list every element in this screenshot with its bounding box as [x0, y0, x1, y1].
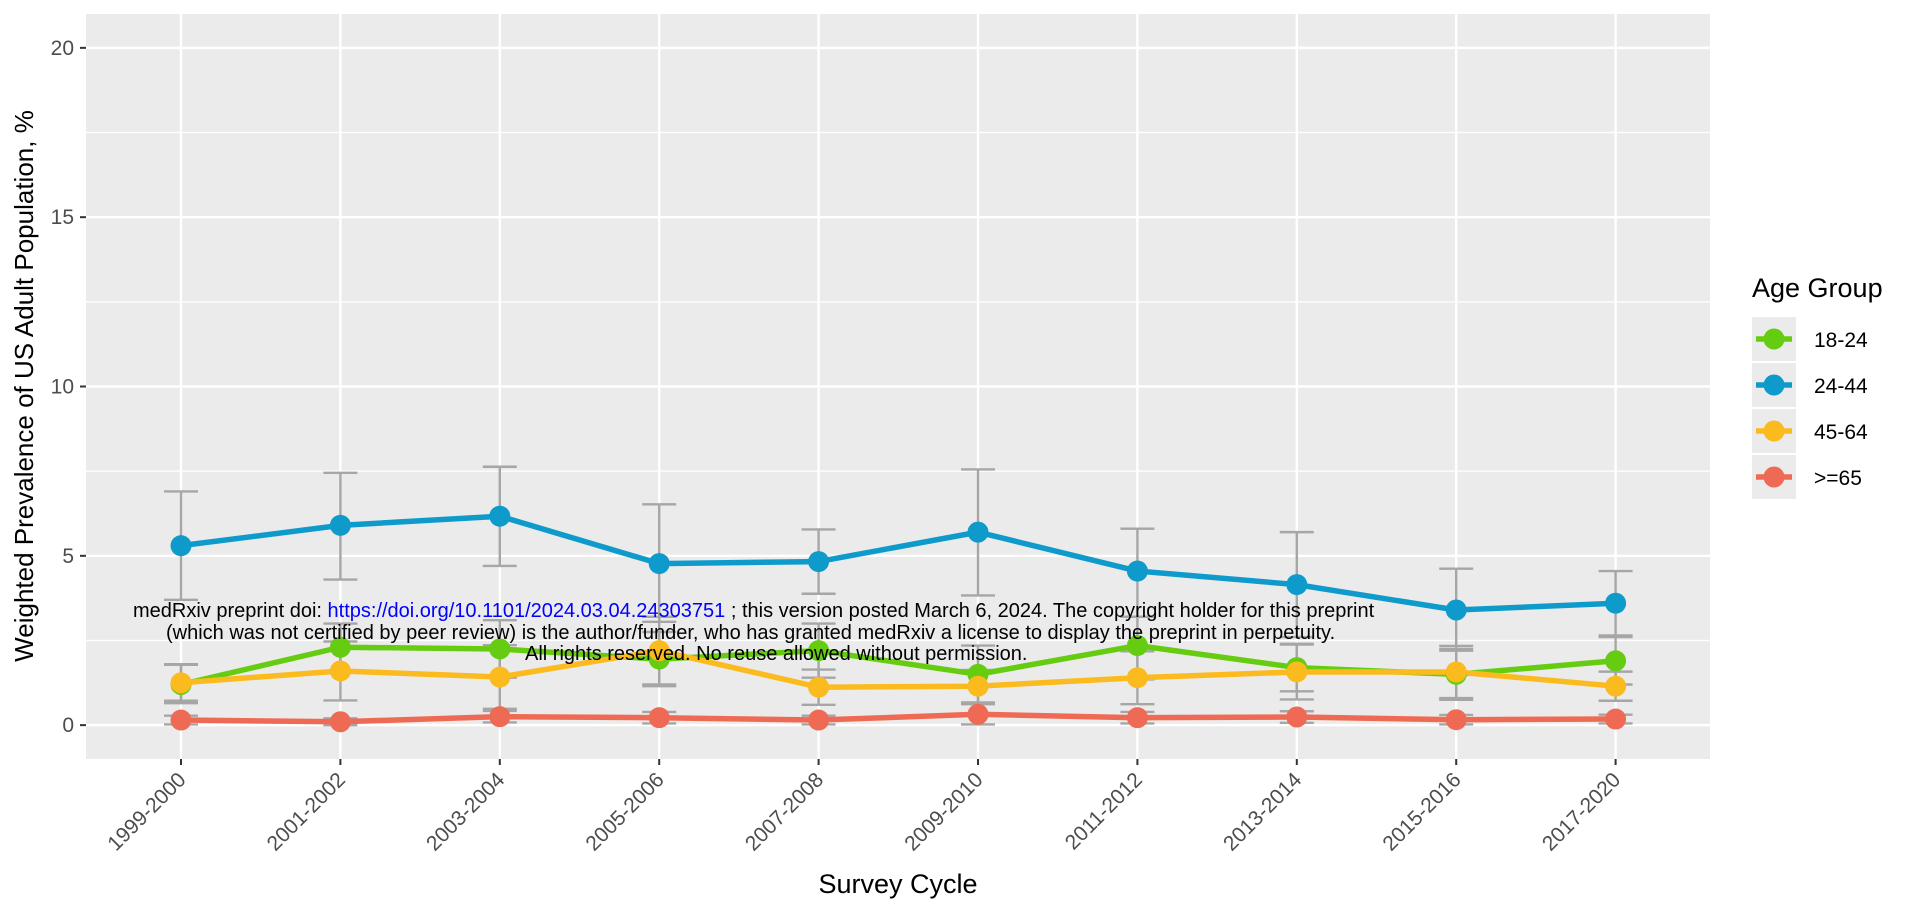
legend-label-65: >=65 — [1814, 467, 1862, 490]
data-point-24-44-5 — [967, 521, 989, 543]
data-point-45-64-2 — [489, 666, 511, 688]
data-point-65-4 — [808, 709, 830, 731]
data-point-45-64-8 — [1445, 661, 1467, 683]
y-tick-label-3: 15 — [51, 206, 74, 229]
y-axis: 0 5 10 15 20 — [51, 37, 86, 737]
series-layer — [164, 465, 1633, 733]
series-line-24-44 — [178, 513, 1619, 613]
data-point-45-64-4 — [808, 676, 830, 698]
y-axis-title: Weighted Prevalence of US Adult Populati… — [9, 110, 39, 662]
legend-item-45-64: 45-64 — [1752, 409, 1868, 453]
watermark-line-1: medRxiv preprint doi: https://doi.org/10… — [133, 600, 1375, 622]
data-point-24-44-8 — [1445, 599, 1467, 621]
data-point-24-44-6 — [1126, 560, 1148, 582]
data-point-65-5 — [967, 703, 989, 725]
y-tick-label-0: 0 — [62, 714, 74, 737]
data-point-24-44-0 — [170, 535, 192, 557]
y-tick-label-4: 20 — [51, 37, 74, 60]
y-tick-label-2: 10 — [51, 376, 74, 399]
series-points-layer — [170, 505, 1627, 733]
legend-title: Age Group — [1752, 273, 1883, 303]
data-point-18-24-1 — [329, 636, 351, 658]
data-point-18-24-2 — [489, 638, 511, 660]
data-point-18-24-9 — [1605, 650, 1627, 672]
watermark-doi-link[interactable]: https://doi.org/10.1101/2024.03.04.24303… — [328, 600, 726, 622]
data-point-24-44-3 — [648, 553, 670, 575]
y-tick-label-1: 5 — [62, 545, 74, 568]
data-point-45-64-9 — [1605, 675, 1627, 697]
legend-label-45-64: 45-64 — [1814, 421, 1868, 444]
preprint-watermark: medRxiv preprint doi: https://doi.org/10… — [133, 600, 1375, 665]
legend-label-18-24: 18-24 — [1814, 329, 1868, 352]
data-point-24-44-7 — [1286, 574, 1308, 596]
legend-item-24-44: 24-44 — [1752, 363, 1868, 407]
data-point-65-9 — [1605, 708, 1627, 730]
legend-dot-65 — [1763, 466, 1785, 488]
series-line-45-64 — [178, 647, 1619, 690]
data-point-24-44-2 — [489, 505, 511, 527]
legend-items: 18-24 24-44 45-64 >=65 — [1752, 317, 1868, 499]
data-point-65-7 — [1286, 706, 1308, 728]
data-point-45-64-6 — [1126, 667, 1148, 689]
data-point-65-6 — [1126, 707, 1148, 729]
legend-dot-24-44 — [1763, 374, 1785, 396]
data-point-18-24-4 — [808, 640, 830, 662]
watermark-prefix: medRxiv preprint doi: — [133, 600, 328, 622]
data-point-45-64-3 — [648, 640, 670, 662]
data-point-65-1 — [329, 711, 351, 733]
series-line-65 — [178, 711, 1619, 725]
watermark-suffix: ; this version posted March 6, 2024. The… — [731, 600, 1375, 622]
series-lines-layer — [178, 513, 1619, 725]
data-point-45-64-0 — [170, 672, 192, 694]
data-point-24-44-1 — [329, 514, 351, 536]
watermark-line-2: (which was not certified by peer review)… — [166, 622, 1335, 644]
data-point-24-44-9 — [1605, 592, 1627, 614]
data-point-65-8 — [1445, 709, 1467, 731]
legend-label-24-44: 24-44 — [1814, 375, 1868, 398]
data-point-45-64-5 — [967, 675, 989, 697]
legend-item-65: >=65 — [1752, 455, 1862, 499]
data-point-45-64-1 — [329, 660, 351, 682]
data-point-65-3 — [648, 707, 670, 729]
x-axis-title: Survey Cycle — [818, 869, 977, 899]
data-point-18-24-6 — [1126, 635, 1148, 657]
legend: Age Group 18-24 24-44 45-64 >=65 — [1752, 273, 1883, 499]
data-point-65-0 — [170, 709, 192, 731]
data-point-24-44-4 — [808, 551, 830, 573]
legend-item-18-24: 18-24 — [1752, 317, 1868, 361]
legend-dot-45-64 — [1763, 420, 1785, 442]
watermark-line-3: All rights reserved. No reuse allowed wi… — [525, 643, 1027, 665]
data-point-65-2 — [489, 706, 511, 728]
data-point-45-64-7 — [1286, 661, 1308, 683]
legend-dot-18-24 — [1763, 328, 1785, 350]
